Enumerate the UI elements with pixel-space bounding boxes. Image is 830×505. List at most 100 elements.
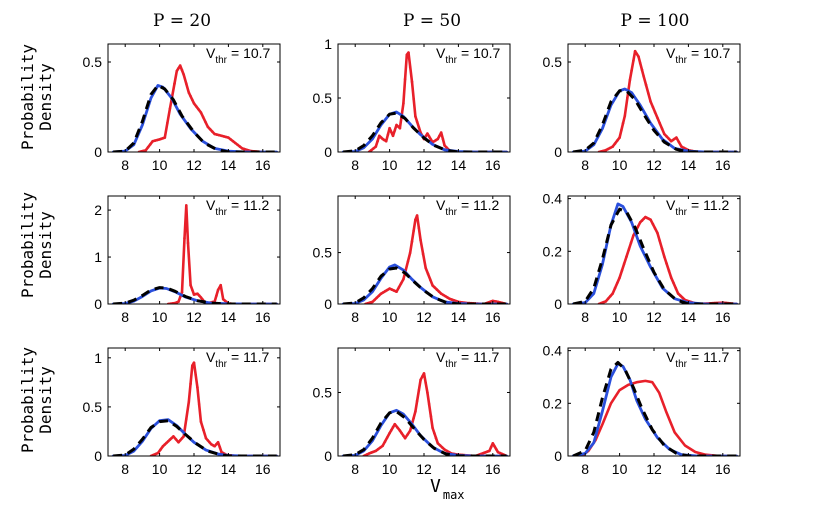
series-red-marker — [183, 237, 186, 240]
series-red-marker — [606, 297, 610, 301]
series-red-marker — [402, 434, 405, 438]
series-blue-line — [571, 87, 738, 152]
x-tick-label: 12 — [646, 309, 662, 325]
series-red-marker — [611, 145, 614, 148]
series-red-marker — [215, 442, 218, 446]
series-red-marker — [383, 440, 387, 443]
y-tick-label: 0 — [94, 296, 102, 312]
series-red-marker — [653, 227, 657, 230]
series-red-marker — [376, 447, 380, 451]
series-red-marker — [405, 53, 409, 57]
series-red-marker — [625, 255, 628, 258]
series-red-marker — [480, 452, 483, 456]
series-red-marker — [616, 281, 619, 285]
series-red-marker — [388, 126, 391, 130]
vthr-subscript: thr — [675, 359, 687, 370]
x-tick-label: 12 — [646, 461, 662, 477]
series-red-marker — [175, 69, 179, 73]
panel-r1-c1: 8 10 12 14 16 0 0.5 Vthr = 11.2 — [313, 195, 511, 325]
ylabel-row3-line1: Probability — [18, 347, 37, 453]
series-red-marker — [224, 135, 228, 139]
series-red-marker — [681, 296, 684, 300]
series-red-marker — [397, 286, 401, 289]
series-red-marker — [177, 67, 180, 70]
series-red-marker — [408, 251, 412, 254]
x-tick-label: 10 — [612, 157, 628, 173]
series-red-marker — [238, 145, 242, 148]
series-red-marker — [656, 231, 659, 235]
vthr-annotation: Vthr = 10.7 — [436, 45, 501, 66]
x-tick-label: 12 — [186, 157, 202, 173]
series-red-marker — [424, 266, 428, 270]
series-red-marker — [368, 301, 372, 304]
y-tick-label: 0 — [94, 144, 102, 160]
series-red-marker — [178, 439, 182, 442]
series-red-marker — [431, 426, 434, 430]
x-tick-label: 8 — [351, 309, 359, 325]
ylabel-row3-line2: Density — [36, 366, 55, 434]
series-red-marker — [173, 82, 176, 85]
series-red-marker — [412, 97, 416, 101]
series-red-marker — [206, 439, 210, 442]
series-red-marker — [204, 437, 208, 440]
x-tick-label: 16 — [715, 157, 731, 173]
x-tick-label: 10 — [382, 157, 398, 173]
series-red-marker — [373, 298, 376, 302]
series-red-marker — [442, 293, 445, 297]
panel-r0-c1: 8 10 12 14 16 0 0.5 1 Vthr = 10.7 — [313, 36, 511, 173]
series-red-marker — [633, 49, 637, 53]
vthr-symbol: V — [206, 197, 216, 213]
series-red-marker — [491, 442, 495, 445]
series-red-marker — [227, 136, 230, 139]
series-red-marker — [640, 68, 644, 72]
series-red-marker — [604, 300, 608, 303]
y-axis-labels: Probability Density Probability Density … — [18, 44, 55, 453]
series-red-marker — [222, 135, 226, 138]
series-red-marker — [379, 136, 383, 139]
series-black-line — [343, 266, 507, 304]
series-red-marker — [618, 276, 621, 280]
series-red-marker — [629, 241, 633, 244]
series-red-marker — [166, 121, 169, 125]
ylabel-row2-line2: Density — [36, 211, 55, 279]
series-red-marker — [414, 115, 417, 118]
series-red-marker — [398, 429, 402, 432]
vthr-symbol: V — [666, 45, 676, 61]
series-red-marker — [381, 291, 385, 294]
series-red-marker — [421, 375, 424, 378]
series-red-marker — [216, 441, 220, 444]
y-tick-label: 0.4 — [543, 343, 563, 359]
series-red-marker — [606, 147, 610, 151]
series-red-marker — [660, 247, 664, 250]
x-tick-label: 16 — [485, 309, 501, 325]
series-red-marker — [213, 444, 216, 448]
series-red-marker — [220, 134, 223, 138]
vthr-subscript: thr — [445, 55, 457, 66]
series-red-marker — [677, 140, 681, 144]
series-red-marker — [374, 449, 378, 453]
x-tick-label: 12 — [416, 309, 432, 325]
vthr-value: = 10.7 — [231, 45, 271, 61]
series-red-marker — [197, 108, 200, 111]
x-tick-label: 14 — [451, 157, 467, 173]
series-red-marker — [384, 289, 387, 293]
series-red-marker — [146, 145, 150, 149]
series-red-marker — [379, 446, 382, 449]
series-red-marker — [180, 68, 184, 72]
x-tick-label: 12 — [186, 309, 202, 325]
series-red-marker — [372, 450, 375, 454]
series-red-marker — [390, 428, 393, 432]
panel-r0-c0: 8 10 12 14 16 0 0.5 Vthr = 10.7 — [83, 43, 281, 173]
series-red-marker — [679, 294, 682, 298]
series-red-marker — [156, 138, 159, 142]
x-tick-label: 8 — [581, 157, 589, 173]
series-red-marker — [676, 292, 680, 295]
y-tick-label: 1 — [324, 36, 332, 52]
series-red-marker — [632, 234, 635, 237]
panel-r2-c1: 8 10 12 14 16 0 0.5 Vthr = 11.7 — [313, 347, 511, 477]
series-red-marker — [600, 301, 603, 304]
series-red-marker — [628, 78, 632, 82]
series-group — [111, 204, 278, 304]
x-tick-label: 10 — [612, 461, 628, 477]
series-black-line — [113, 286, 277, 304]
